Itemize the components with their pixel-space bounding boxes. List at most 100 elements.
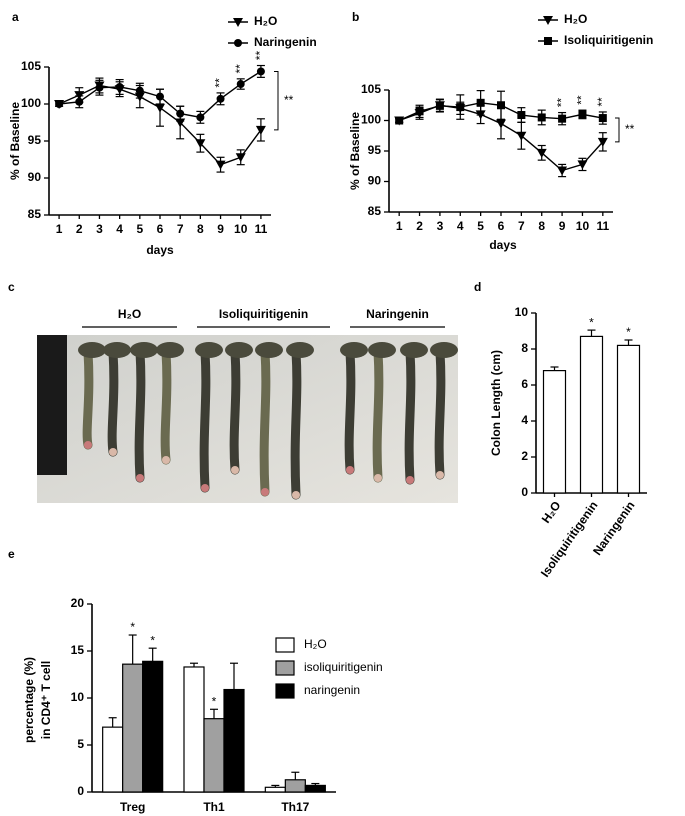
bar	[304, 784, 326, 793]
x-tick-label: 10	[576, 219, 590, 233]
x-axis-label: days	[489, 238, 517, 252]
error-bar	[624, 339, 633, 346]
point	[415, 107, 424, 116]
x-tick-label: 6	[157, 222, 164, 236]
bar	[203, 718, 225, 793]
bracket-label: **	[625, 122, 635, 136]
colon-tip	[136, 474, 144, 482]
point	[195, 139, 206, 149]
x-tick-label: 9	[559, 219, 566, 233]
cecum	[430, 342, 458, 358]
point	[597, 137, 608, 147]
bar	[102, 726, 124, 793]
y-tick-label: 6	[521, 377, 528, 391]
colon-tip	[406, 476, 414, 484]
colon-tip	[261, 488, 269, 496]
significance: *	[589, 315, 594, 329]
significance: *	[150, 633, 155, 647]
significance: **	[554, 98, 568, 108]
x-tick-label: Treg	[120, 800, 145, 814]
colon	[372, 347, 384, 483]
point	[234, 39, 242, 47]
x-tick-label: 4	[457, 219, 464, 233]
significance: *	[626, 325, 631, 339]
y-tick-label: 105	[361, 82, 381, 96]
x-tick-label: 7	[518, 219, 525, 233]
point	[497, 101, 505, 110]
point	[156, 92, 164, 101]
point	[544, 37, 552, 45]
x-axis-label: days	[146, 243, 174, 257]
y-tick-label: 15	[71, 643, 85, 657]
bar	[142, 660, 164, 793]
point	[135, 86, 144, 95]
bar	[542, 370, 567, 494]
y-tick-label: 95	[368, 143, 382, 157]
error-bar	[550, 366, 559, 371]
colon-tip	[292, 491, 300, 499]
y-tick-label: 100	[21, 96, 41, 110]
significance: **	[233, 64, 247, 74]
y-tick-label: 5	[77, 737, 84, 751]
bar	[579, 335, 604, 494]
error-bar	[148, 647, 157, 662]
colon	[160, 347, 172, 465]
y-tick-label: 90	[368, 174, 382, 188]
colon	[259, 347, 271, 497]
cecum	[130, 342, 158, 358]
bracket-label: **	[284, 93, 294, 107]
y-axis-label: % of Baseline	[348, 112, 362, 190]
colon-tip	[346, 466, 354, 474]
y-tick-label: 0	[521, 485, 528, 499]
cecum	[78, 342, 106, 358]
significance: **	[213, 78, 227, 88]
point	[435, 101, 444, 110]
y-tick-label: 10	[71, 690, 85, 704]
panel-letter: e	[8, 547, 15, 561]
y-tick-label: 100	[361, 113, 381, 127]
x-tick-label: 5	[477, 219, 484, 233]
x-tick-label: 1	[56, 222, 63, 236]
colon	[404, 347, 416, 485]
y-tick-label: 105	[21, 59, 41, 73]
x-tick-label: 3	[437, 219, 444, 233]
y-tick-label: 95	[28, 133, 42, 147]
point	[558, 114, 567, 123]
x-tick-label: 3	[96, 222, 103, 236]
legend-label: H₂O	[564, 12, 587, 26]
colon-tip	[436, 471, 444, 479]
y-tick-label: 90	[28, 170, 42, 184]
colon-tip	[201, 484, 209, 492]
point	[476, 98, 485, 107]
colon-tip	[84, 441, 92, 449]
legend-label: naringenin	[304, 683, 360, 697]
point	[557, 166, 568, 176]
bar	[284, 779, 306, 793]
legend-label: isoliquiritigenin	[304, 660, 383, 674]
point	[255, 125, 266, 135]
ruler	[37, 335, 67, 475]
x-tick-label: H₂O	[539, 499, 564, 526]
x-tick-label: 9	[217, 222, 224, 236]
error-bar	[230, 662, 238, 690]
x-tick-label: 4	[116, 222, 123, 236]
point	[496, 119, 506, 129]
point	[176, 109, 185, 118]
error-bar	[587, 329, 596, 337]
y-tick-label: 0	[77, 784, 84, 798]
x-tick-label: 8	[197, 222, 204, 236]
point	[543, 16, 553, 25]
cecum	[255, 342, 283, 358]
bracket	[615, 117, 620, 143]
bar	[223, 688, 245, 793]
significance: **	[253, 51, 267, 61]
x-tick-label: Th17	[281, 800, 309, 814]
cecum	[286, 342, 314, 358]
colon-tip	[162, 456, 170, 464]
cecum	[400, 342, 428, 358]
point	[236, 80, 245, 89]
cecum	[103, 342, 131, 358]
point	[395, 116, 404, 125]
y-axis-label: Colon Length (cm)	[489, 350, 503, 456]
